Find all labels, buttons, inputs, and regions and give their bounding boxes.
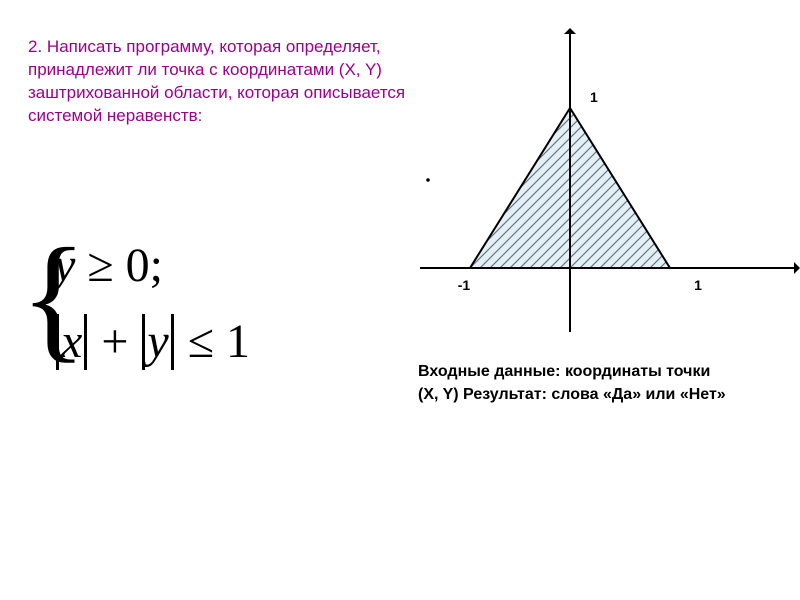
inequality-row-1: y ≥ 0;: [54, 238, 163, 293]
svg-text:1: 1: [590, 89, 598, 105]
problem-body: Написать программу, которая определяет, …: [28, 37, 405, 125]
op-plus: +: [101, 315, 128, 368]
svg-text:-1: -1: [458, 277, 471, 293]
var-y2: y: [147, 315, 168, 368]
rhs-0: 0;: [126, 239, 163, 292]
abs-bar: [171, 314, 174, 370]
chart-svg: -1 1 1: [420, 28, 800, 332]
io-line-2: (X, Y) Результат: слова «Да» или «Нет»: [418, 383, 798, 406]
var-x: x: [61, 315, 82, 368]
inequality-row-2: x + y ≤ 1: [54, 314, 250, 374]
rhs-1: 1: [226, 315, 250, 368]
var-y: y: [54, 239, 75, 292]
io-description: Входные данные: координаты точки (X, Y) …: [418, 360, 798, 406]
op-ge: ≥: [87, 239, 113, 292]
problem-number: 2.: [28, 37, 42, 56]
region-chart: -1 1 1: [420, 28, 800, 332]
abs-bar: [142, 314, 145, 370]
io-line-1: Входные данные: координаты точки: [418, 360, 798, 383]
svg-text:1: 1: [694, 277, 702, 293]
op-le: ≤: [188, 315, 214, 368]
problem-statement: 2. Написать программу, которая определяе…: [28, 36, 408, 128]
abs-bar: [84, 314, 87, 370]
abs-bar: [56, 314, 59, 370]
